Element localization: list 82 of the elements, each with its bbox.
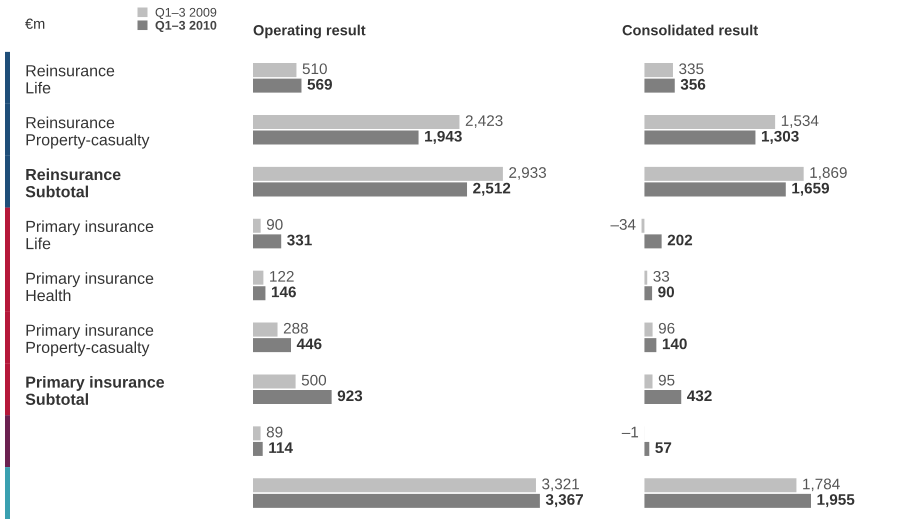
bar — [644, 234, 662, 248]
data-label: 96 — [658, 322, 674, 334]
bar — [644, 166, 804, 181]
data-label: 3,367 — [546, 494, 583, 508]
data-label: 90 — [658, 286, 674, 298]
data-label: 432 — [687, 390, 712, 402]
bar — [253, 218, 261, 233]
bar — [253, 166, 503, 181]
bar — [253, 390, 332, 404]
data-label: 89 — [266, 426, 282, 438]
bar — [644, 322, 653, 337]
bar — [644, 130, 756, 145]
bar — [253, 338, 291, 352]
y-tick-label: Primary insurance Property-casualty — [26, 324, 154, 356]
data-label: 1,943 — [425, 130, 462, 144]
bar — [253, 114, 460, 129]
bar — [253, 182, 468, 196]
bar — [253, 426, 261, 440]
bar — [253, 374, 296, 388]
data-label: 1,869 — [810, 167, 847, 180]
data-label: 33 — [653, 270, 670, 282]
y-tick-label: Primary insurance Subtotal — [26, 376, 164, 405]
y-tick-label: Reinsurance Property-casualty — [26, 116, 150, 149]
bar — [253, 234, 282, 248]
bar — [644, 78, 675, 93]
data-label: 1,303 — [762, 130, 799, 144]
data-label: 90 — [266, 219, 283, 230]
bar — [253, 442, 263, 456]
bar — [253, 78, 302, 93]
y-tick-label: Primary insurance Life — [26, 220, 154, 250]
bar — [253, 494, 540, 508]
bar — [253, 270, 264, 285]
bar — [644, 114, 776, 129]
bar — [644, 390, 682, 404]
bar — [644, 494, 811, 508]
data-label: 510 — [302, 63, 327, 74]
bar — [253, 322, 278, 337]
data-label: 2,512 — [473, 182, 510, 196]
data-label: 500 — [302, 374, 326, 386]
data-label: 3,321 — [542, 478, 580, 492]
data-label: 140 — [662, 338, 687, 350]
data-label: 1,784 — [803, 478, 840, 492]
data-label: 1,955 — [818, 494, 854, 508]
data-label: 288 — [284, 322, 308, 334]
data-label: 2,423 — [466, 115, 503, 128]
bar — [642, 218, 644, 233]
data-label: 923 — [338, 390, 362, 402]
data-label: 1,534 — [782, 115, 818, 128]
data-label: 57 — [655, 442, 672, 454]
bar — [644, 63, 673, 78]
y-tick-label: Primary insurance Health — [26, 272, 154, 302]
data-label: 569 — [308, 78, 332, 90]
data-label: 2,933 — [509, 167, 546, 180]
data-label: 335 — [679, 63, 704, 74]
bar — [644, 442, 650, 456]
legend-label: Q1–3 2009 — [156, 8, 216, 19]
bar — [253, 130, 419, 145]
data-label: 1,659 — [792, 182, 829, 196]
chart-title: Consolidated result — [622, 24, 758, 36]
bar — [644, 286, 652, 300]
text: €m — [25, 18, 44, 29]
data-label: 202 — [668, 234, 692, 246]
data-label: 146 — [272, 286, 296, 298]
chart-title: Operating result — [254, 24, 366, 38]
data-label: 331 — [287, 234, 312, 246]
bar — [644, 338, 656, 352]
data-label: 95 — [658, 374, 674, 386]
data-label: 122 — [270, 270, 294, 282]
bar — [644, 478, 796, 492]
data-label: –1 — [622, 426, 638, 438]
data-label: 356 — [680, 78, 706, 90]
bar — [644, 182, 786, 196]
y-tick-label: Reinsurance Life — [26, 64, 114, 94]
data-label: 446 — [296, 338, 322, 350]
data-label: –34 — [610, 219, 636, 230]
legend-label: Q1–3 2010 — [156, 20, 216, 32]
data-label: 114 — [269, 442, 293, 453]
bar — [253, 478, 536, 492]
bar — [253, 286, 266, 300]
bar — [253, 63, 296, 78]
bar — [644, 374, 653, 388]
y-tick-label: Reinsurance Subtotal — [26, 168, 121, 198]
